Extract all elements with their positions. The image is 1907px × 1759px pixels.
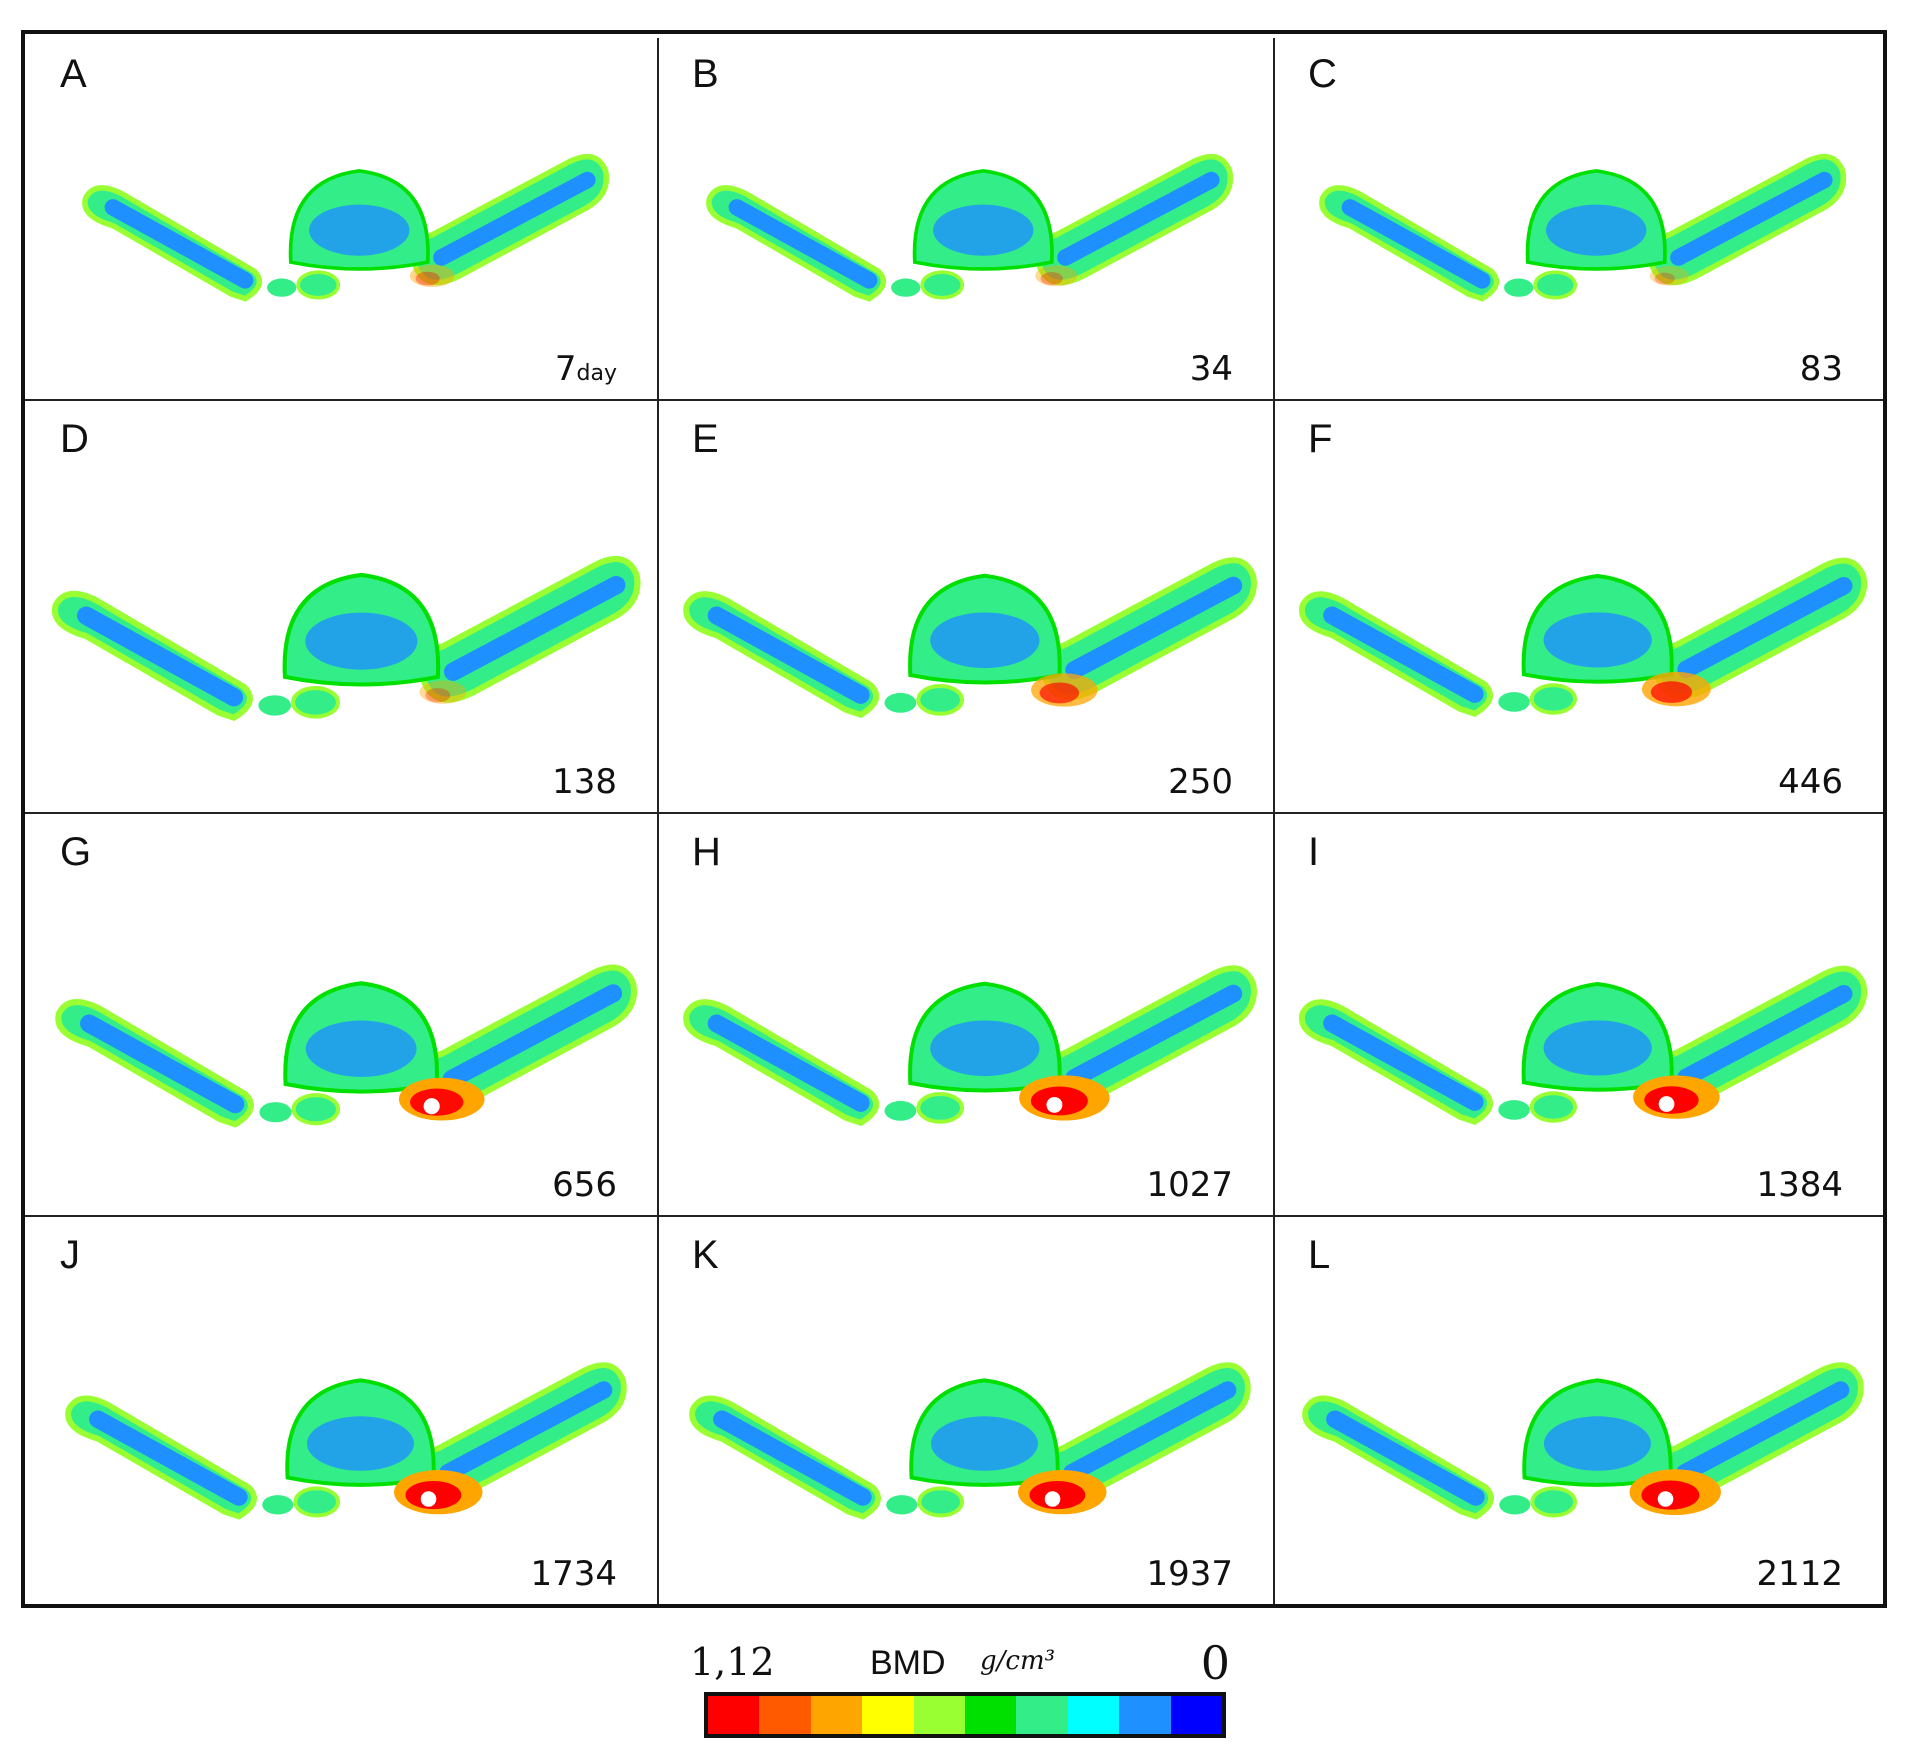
bmd-scan-image [65, 1362, 627, 1520]
bmd-scan-image [82, 153, 610, 302]
day-value: 250 [1168, 762, 1233, 802]
day-value: 446 [1778, 762, 1843, 802]
panel-divider-vertical [1273, 38, 1275, 1604]
panel-day-label: 446 [1778, 762, 1843, 802]
panel-e: E 250 [657, 399, 1273, 812]
colorbar-segment [913, 1696, 966, 1734]
panel-j: J 1734 [25, 1215, 657, 1604]
bmd-scan-image [1298, 965, 1868, 1125]
panel-day-label: 34 [1190, 349, 1233, 389]
bmd-scan-image [706, 153, 1234, 302]
panel-day-label: 1734 [530, 1554, 617, 1594]
bmd-scan-image [689, 1362, 1251, 1520]
panel-letter: H [692, 830, 721, 874]
panel-divider-horizontal [25, 1215, 1883, 1217]
panel-day-label: 2112 [1756, 1554, 1843, 1594]
panel-letter: F [1308, 417, 1333, 461]
panel-l: L 2112 [1273, 1215, 1883, 1604]
panel-letter: B [692, 52, 719, 96]
panel-divider-horizontal [25, 812, 1883, 814]
panel-day-label: 83 [1800, 349, 1843, 389]
colorbar-segment [1016, 1696, 1068, 1734]
colorbar-max-label: 1,12 [690, 1640, 775, 1684]
panel-c: C 83 [1273, 34, 1883, 399]
day-value: 7 [554, 349, 577, 389]
day-value: 1384 [1756, 1165, 1843, 1205]
colorbar-title: BMD [870, 1644, 946, 1682]
colorbar-unit: g/cm³ [980, 1646, 1056, 1676]
day-value: 1027 [1146, 1165, 1233, 1205]
panel-letter: A [60, 52, 87, 96]
panel-day-label: 656 [552, 1165, 617, 1205]
colorbar: 1,12 BMD g/cm³ 0 [690, 1636, 1230, 1750]
panel-letter: L [1308, 1233, 1331, 1277]
colorbar-segment [965, 1696, 1017, 1734]
panel-letter: D [60, 417, 89, 461]
panel-a: A 7day [25, 34, 657, 399]
panel-day-label: 1384 [1756, 1165, 1843, 1205]
bmd-scan-image [683, 965, 1257, 1127]
panel-b: B 34 [657, 34, 1273, 399]
panel-g: G 656 [25, 812, 657, 1215]
colorbar-min-label: 0 [1200, 1636, 1230, 1690]
colorbar-segment [862, 1696, 914, 1734]
panel-day-label: 7day [555, 349, 617, 389]
bmd-scan-image [1302, 1362, 1864, 1520]
panel-letter: I [1308, 830, 1320, 874]
panel-divider-vertical [657, 38, 659, 1604]
colorbar-segment [1067, 1696, 1120, 1734]
day-value: 656 [552, 1165, 617, 1205]
panel-letter: G [60, 830, 92, 874]
day-unit: day [576, 361, 617, 386]
panel-k: K 1937 [657, 1215, 1273, 1604]
panel-letter: C [1308, 52, 1337, 96]
panel-day-label: 1937 [1146, 1554, 1233, 1594]
panel-h: H 1027 [657, 812, 1273, 1215]
bmd-scan-image [51, 555, 641, 721]
day-value: 1937 [1146, 1554, 1233, 1594]
panel-day-label: 138 [552, 762, 617, 802]
day-value: 34 [1189, 349, 1233, 389]
bmd-scan-image [683, 557, 1257, 719]
panel-i: I 1384 [1273, 812, 1883, 1215]
day-value: 2112 [1756, 1554, 1843, 1594]
panel-day-label: 250 [1168, 762, 1233, 802]
panel-letter: J [60, 1233, 80, 1277]
colorbar-scale [704, 1692, 1226, 1738]
colorbar-segment [1170, 1696, 1223, 1734]
day-value: 83 [1799, 349, 1843, 389]
panel-divider-horizontal [25, 399, 1883, 401]
panel-f: F 446 [1273, 399, 1883, 812]
colorbar-segment [810, 1696, 863, 1734]
panel-day-label: 1027 [1146, 1165, 1233, 1205]
colorbar-segment [1119, 1696, 1171, 1734]
colorbar-segment [759, 1696, 811, 1734]
bmd-scan-image [55, 964, 637, 1128]
panel-letter: K [692, 1233, 719, 1277]
panel-letter: E [692, 417, 719, 461]
day-value: 138 [552, 762, 617, 802]
figure-frame [21, 30, 1887, 1608]
colorbar-segment [708, 1696, 760, 1734]
bmd-scan-image [1319, 153, 1847, 302]
bmd-scan-image [1298, 557, 1868, 717]
day-value: 1734 [530, 1554, 617, 1594]
panel-d: D 138 [25, 399, 657, 812]
